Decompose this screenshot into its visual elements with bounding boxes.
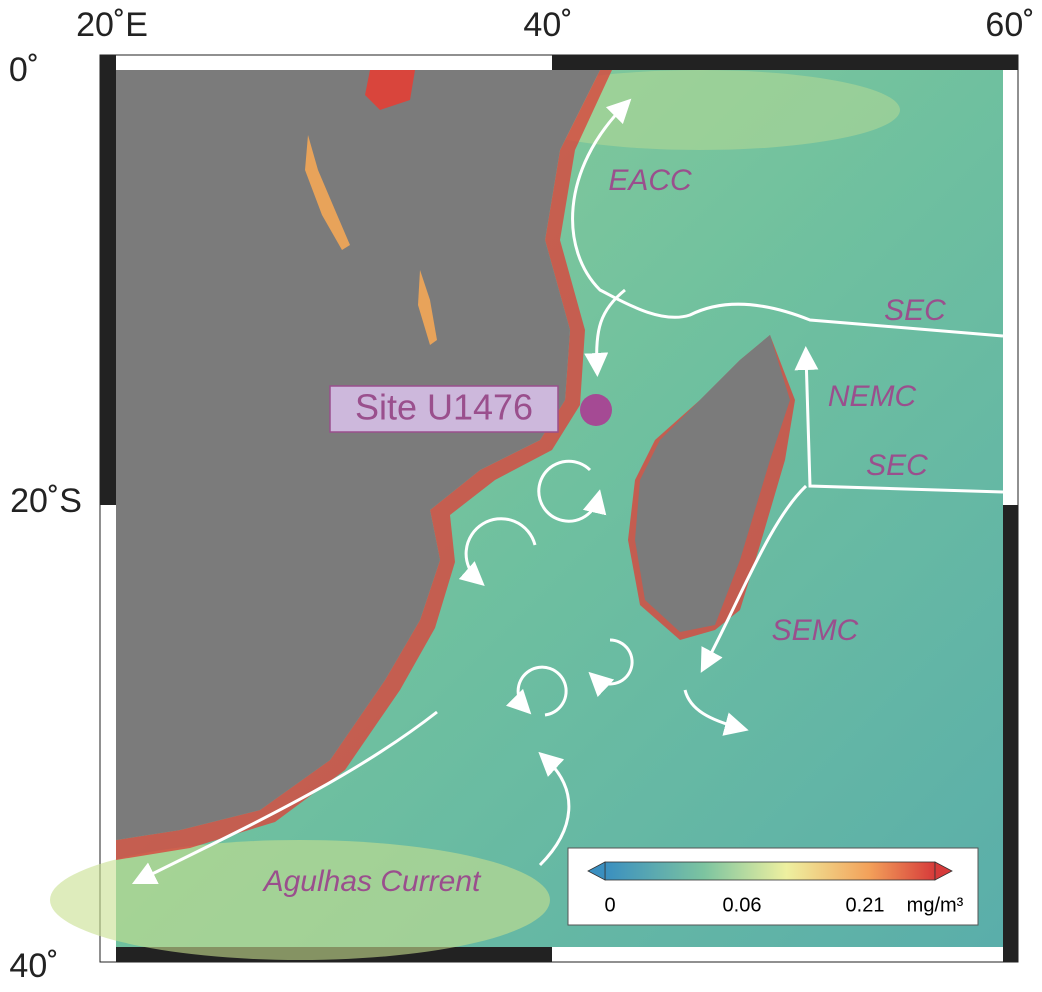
frame-stripe (1003, 505, 1018, 962)
frame-stripe (552, 55, 1018, 70)
colorbar-tick: 0.21 (846, 894, 885, 916)
current-label: SEMC (772, 614, 859, 647)
colorbar-tick: 0 (604, 894, 615, 916)
colorbar (605, 862, 935, 880)
lat-label: 40˚ (9, 947, 58, 985)
site-marker (580, 394, 612, 426)
map: EACC SEC NEMC SEC SEMC Agulhas Current S… (0, 0, 1042, 987)
current-label: SEC (866, 449, 928, 482)
lon-label: 20˚E (76, 6, 148, 44)
lon-label: 60˚ (985, 6, 1034, 44)
colorbar-unit: mg/m³ (907, 894, 964, 916)
current-label: Agulhas Current (262, 865, 482, 898)
lat-label: 20˚S (10, 482, 82, 520)
current-label: SEC (884, 294, 946, 327)
lon-label: 40˚ (523, 6, 572, 44)
frame-stripe (100, 55, 116, 505)
current-label: EACC (608, 164, 692, 197)
site-label: Site U1476 (355, 387, 533, 428)
colorbar-tick: 0.06 (723, 894, 762, 916)
current-label: NEMC (828, 380, 917, 413)
lat-label: 0˚ (9, 51, 39, 89)
